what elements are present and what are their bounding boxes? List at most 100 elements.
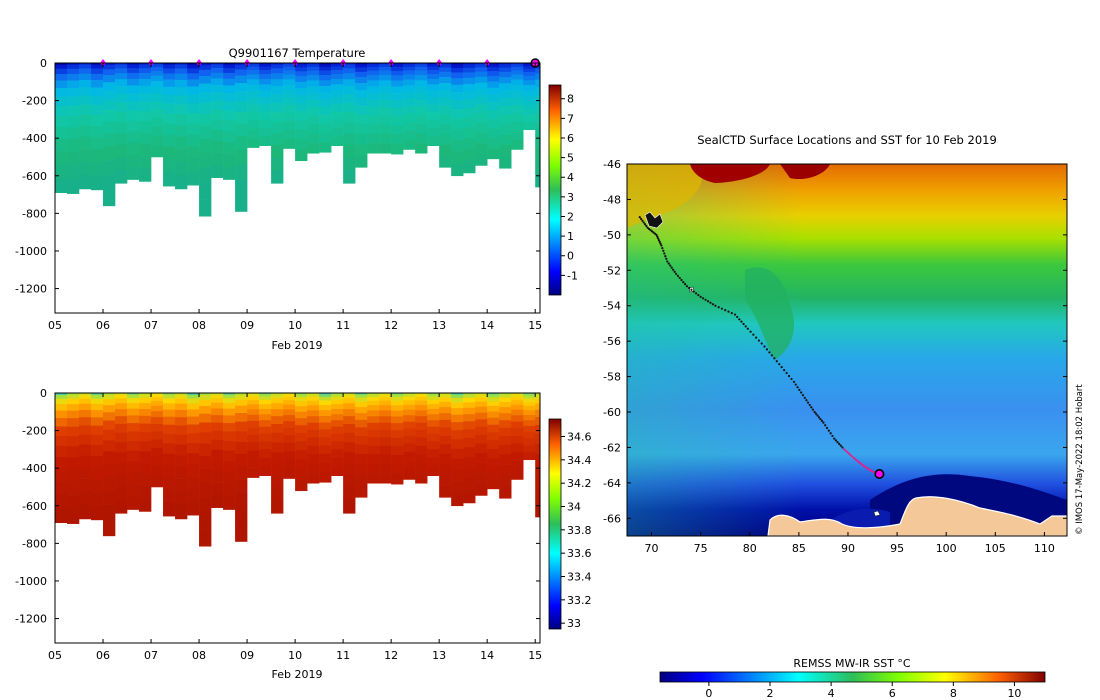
- track-point: [798, 388, 801, 391]
- profile-column: [367, 393, 380, 484]
- profile-column: [499, 63, 512, 169]
- track-point: [661, 247, 664, 250]
- profile-column: [415, 63, 428, 154]
- track-point: [822, 421, 825, 424]
- track-point: [775, 360, 778, 363]
- profile-column: [475, 393, 488, 496]
- track-point: [672, 268, 675, 271]
- profile-column: [451, 63, 464, 177]
- track-point: [684, 283, 687, 286]
- track-point: [755, 336, 758, 339]
- y-tick-label: -200: [22, 425, 47, 438]
- profile-column: [151, 393, 164, 488]
- x-tick-label: 09: [240, 319, 254, 332]
- colorbar-tick-label: -1: [567, 269, 578, 282]
- profile-column: [319, 63, 332, 153]
- lon-tick-label: 95: [890, 542, 904, 555]
- profile-column: [475, 63, 488, 166]
- track-point: [792, 380, 796, 383]
- map-frame: [626, 163, 1068, 537]
- colorbar-tick-label: 3: [567, 191, 574, 204]
- profile-column: [355, 393, 368, 498]
- profile-column: [331, 393, 344, 477]
- profile-column: [523, 63, 536, 131]
- x-tick-label: 10: [288, 649, 302, 662]
- temperature-colorbar: [548, 84, 562, 296]
- profile-column: [451, 393, 464, 507]
- salinity-plot-frame: [54, 392, 541, 644]
- colorbar-tick-label: 34.6: [567, 431, 592, 444]
- profile-column: [403, 63, 416, 150]
- temperature-plot-frame: [54, 62, 541, 314]
- profile-column: [175, 63, 188, 190]
- profile-column: [331, 63, 344, 147]
- profile-column: [439, 393, 452, 498]
- profile-column: [55, 393, 68, 523]
- lat-tick-label: -58: [603, 371, 621, 384]
- profile-column: [379, 63, 392, 154]
- track-point: [656, 235, 659, 238]
- track-point: [694, 292, 698, 295]
- x-tick-label: 15: [528, 319, 542, 332]
- y-tick-label: -1200: [15, 283, 47, 296]
- colorbar-tick-label: 1: [567, 230, 574, 243]
- track-point: [794, 383, 797, 386]
- profile-column: [199, 63, 212, 217]
- track-point: [639, 217, 643, 221]
- sst-colorbar-tick-label: 8: [950, 687, 957, 700]
- profile-column: [67, 393, 80, 524]
- y-tick-label: -600: [22, 500, 47, 513]
- temperature-x-label: Feb 2019: [272, 339, 323, 352]
- profile-column: [295, 393, 308, 492]
- track-point: [688, 286, 691, 290]
- temperature-profiles: [55, 63, 541, 217]
- y-tick-label: 0: [40, 57, 47, 70]
- track-point: [831, 434, 834, 438]
- track-point: [660, 244, 663, 247]
- sst-colorbar-title: REMSS MW-IR SST °C: [793, 657, 911, 670]
- profile-column: [223, 63, 236, 180]
- y-tick-label: -1200: [15, 613, 47, 626]
- track-point: [860, 462, 863, 466]
- profile-column: [463, 393, 476, 504]
- x-tick-label: 13: [432, 649, 446, 662]
- profile-column: [535, 393, 541, 518]
- track-point: [816, 414, 819, 417]
- track-point: [657, 237, 660, 240]
- profile-column: [187, 63, 200, 186]
- profile-column: [139, 63, 152, 182]
- x-tick-label: 06: [96, 649, 110, 662]
- salinity-panel: 0 -200 -400 -600 -800 -1000 -1200 05 06 07 08 09 10…: [15, 387, 591, 681]
- track-point: [841, 446, 844, 449]
- profile-column: [499, 393, 512, 499]
- track-point: [839, 444, 842, 447]
- salinity-x-axis: 05 06 07 08 09 10 11 12 13 14 15: [48, 393, 542, 662]
- profile-column: [163, 63, 176, 187]
- track-point: [685, 285, 689, 288]
- profile-column: [79, 393, 92, 520]
- colorbar-tick-label: 33.4: [567, 571, 592, 584]
- track-point: [749, 330, 752, 333]
- track-point: [765, 348, 769, 351]
- track-point: [682, 280, 685, 284]
- track-point: [854, 458, 857, 461]
- x-tick-label: 06: [96, 319, 110, 332]
- lat-tick-label: -60: [603, 406, 621, 419]
- profile-column: [355, 63, 368, 168]
- colorbar-tick-label: 4: [567, 171, 574, 184]
- profile-column: [343, 63, 356, 184]
- lon-tick-label: 90: [841, 542, 855, 555]
- x-tick-label: 14: [480, 649, 494, 662]
- track-point: [646, 226, 649, 229]
- track-point: [817, 416, 821, 419]
- x-tick-label: 11: [336, 649, 350, 662]
- profile-column: [343, 393, 356, 514]
- temperature-y-axis: 0 -200 -400 -600 -800 -1000 -1200: [15, 57, 540, 296]
- profile-column: [91, 393, 104, 521]
- track-point: [653, 232, 657, 235]
- track-point: [825, 426, 829, 430]
- x-tick-label: 15: [528, 649, 542, 662]
- track-point: [645, 224, 648, 228]
- profile-column: [127, 63, 140, 180]
